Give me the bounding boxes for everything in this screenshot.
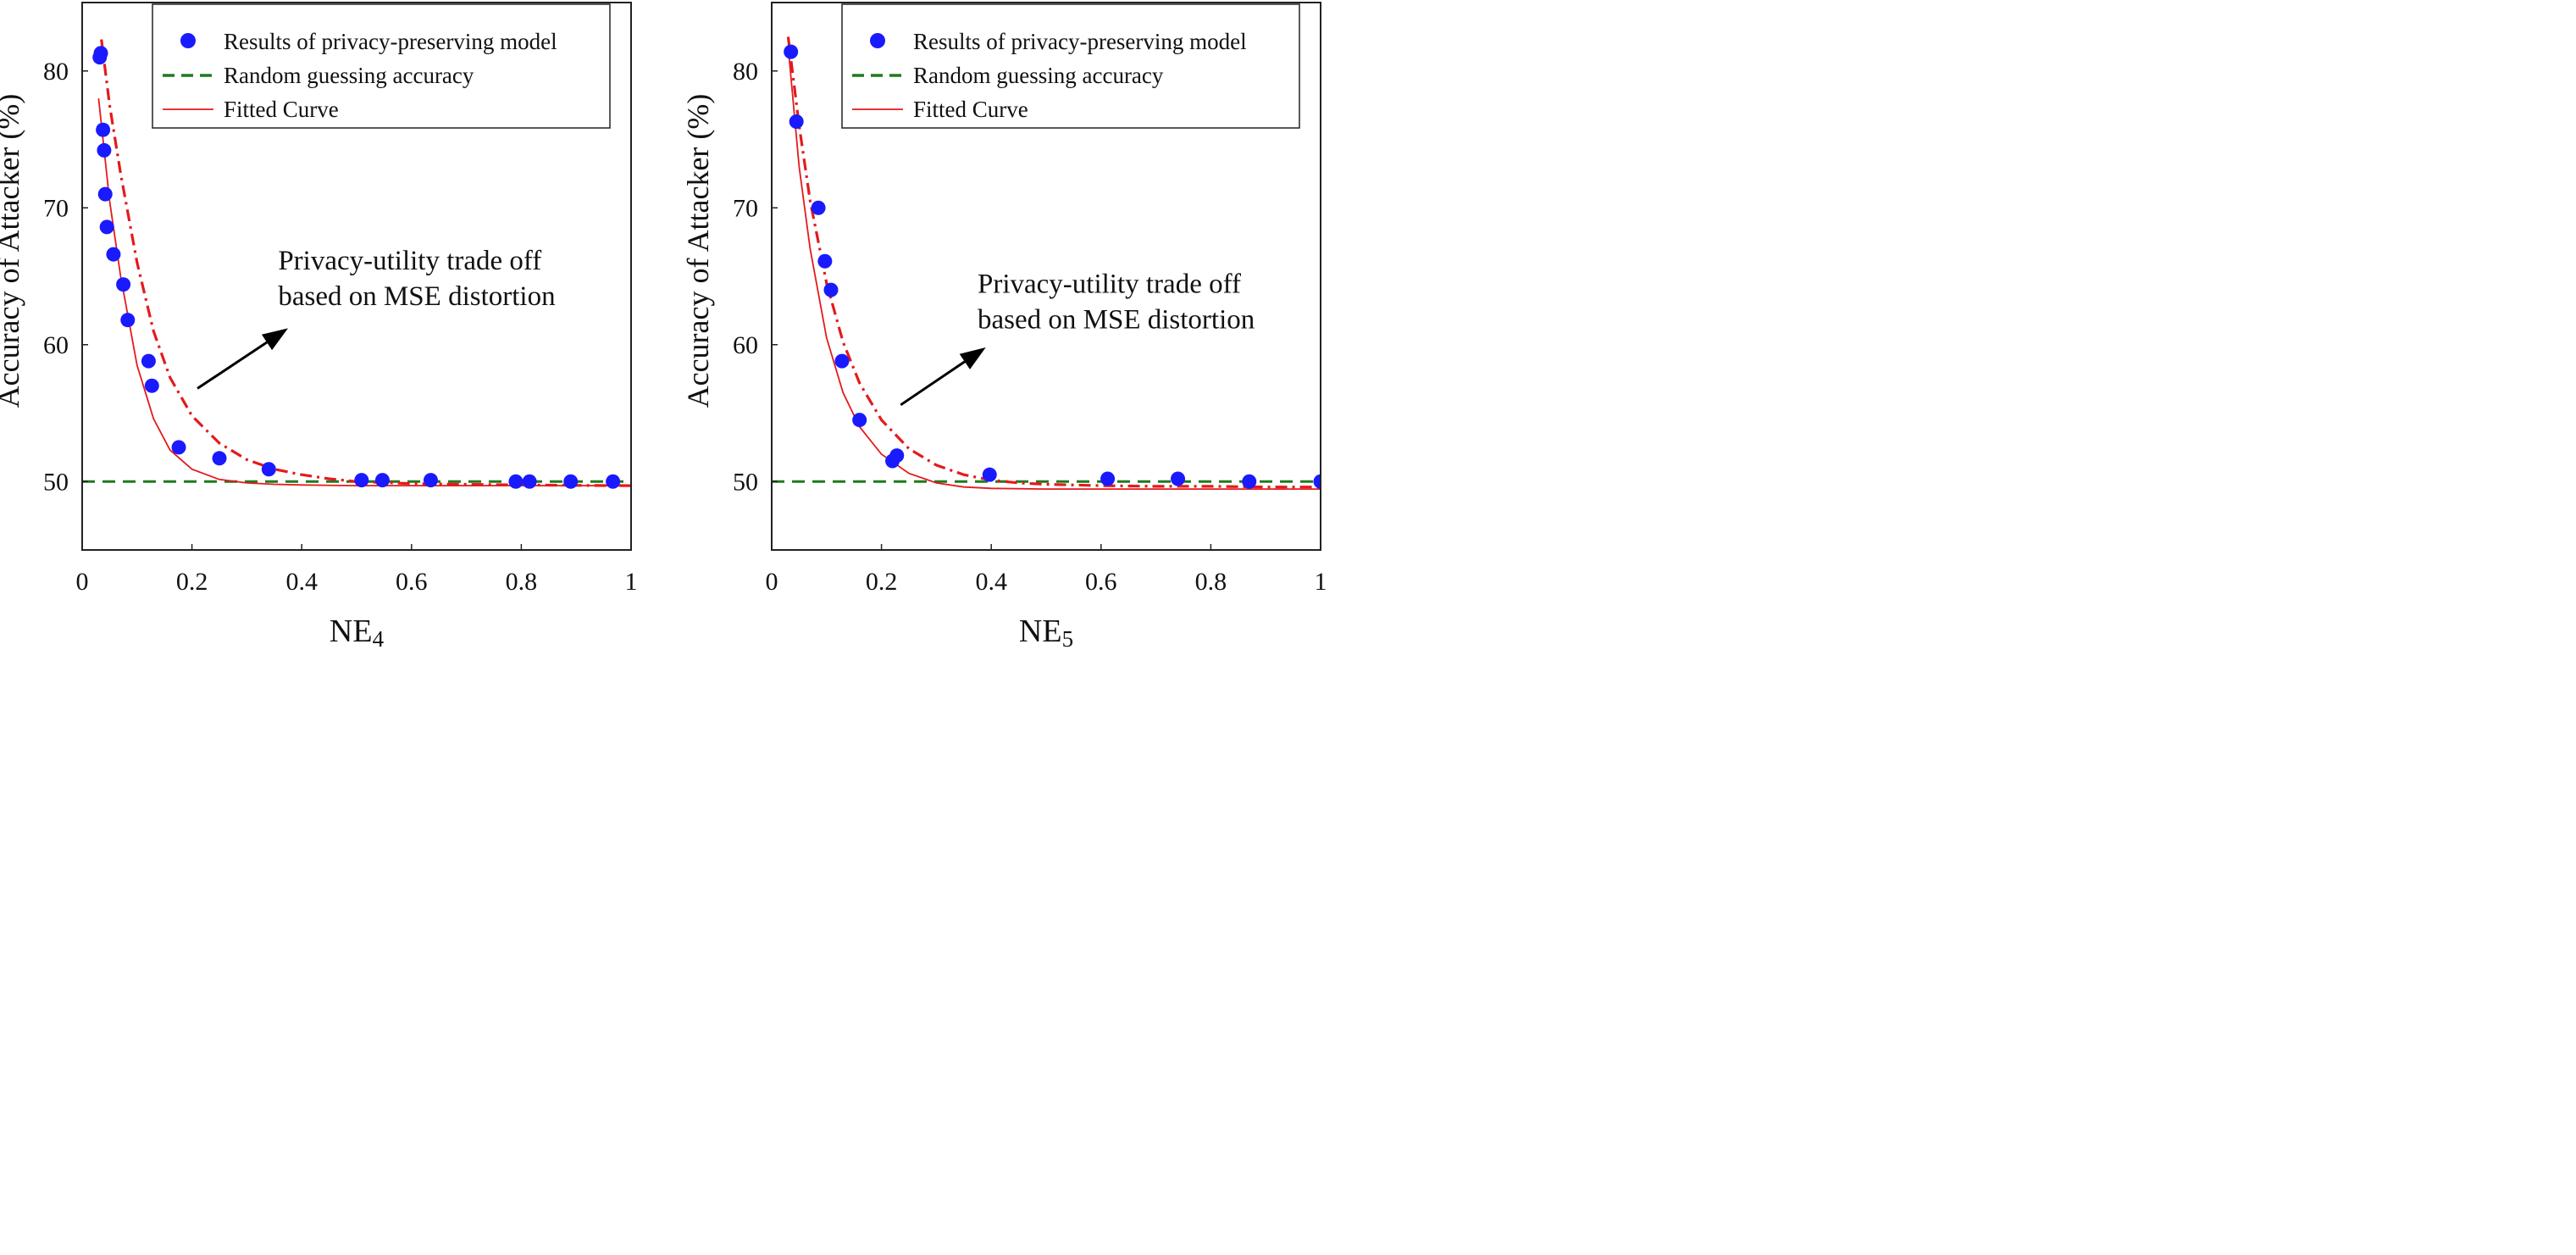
x-axis-label-main: NE <box>1019 614 1062 647</box>
legend-label: Results of privacy-preserving model <box>224 29 557 54</box>
annotation-arrow-shaft <box>197 341 268 390</box>
data-point <box>508 474 524 489</box>
annotation-text-line: Privacy-utility trade off <box>278 246 541 276</box>
data-point <box>1171 471 1186 486</box>
data-point <box>817 253 833 269</box>
legend-label: Fitted Curve <box>224 97 339 122</box>
y-tick-label: 50 <box>733 468 758 496</box>
data-point <box>99 219 114 235</box>
y-axis-label: Accuracy of Attacker (%) <box>0 94 25 408</box>
x-axis-label-subscript: 4 <box>373 626 385 647</box>
plot-area <box>772 36 1321 490</box>
chart-panel-2: 0 0.2 0.4 0.6 0.8 1 50 60 70 80 NE5 Accuracy of Att… <box>681 2 1327 647</box>
x-tick-label: 1 <box>1315 568 1327 596</box>
data-point <box>522 474 537 489</box>
x-tick-label: 0.6 <box>1085 568 1117 596</box>
data-point <box>889 448 905 464</box>
fitted-curve-dashdot <box>786 36 1321 489</box>
x-tick-label: 0.8 <box>1195 568 1227 596</box>
legend: Results of privacy-preserving model Rando… <box>152 3 611 129</box>
y-tick-label: 70 <box>43 194 69 222</box>
chart-panel-1: 0 0.2 0.4 0.6 0.8 1 50 60 70 80 NE4 Accuracy of Att… <box>0 2 638 647</box>
x-tick-label: 0.4 <box>975 568 1007 596</box>
data-point <box>823 282 839 297</box>
y-tick-label: 60 <box>733 331 758 359</box>
x-axis-label-subscript: 5 <box>1062 626 1074 647</box>
plot-area <box>82 39 631 489</box>
data-point <box>261 462 276 477</box>
x-tick-label: 0.8 <box>506 568 538 596</box>
data-point <box>1242 474 1257 489</box>
legend-marker-points <box>870 33 885 48</box>
data-point <box>606 474 621 489</box>
data-point <box>1100 471 1116 486</box>
legend: Results of privacy-preserving model Rando… <box>841 3 1300 129</box>
annotation-text-line: based on MSE distortion <box>278 281 555 312</box>
annotation-text-line: Privacy-utility trade off <box>978 269 1241 299</box>
data-point <box>144 378 159 393</box>
legend-label: Random guessing accuracy <box>224 63 474 88</box>
annotation-text-line: based on MSE distortion <box>978 304 1255 335</box>
x-axis-label-main: NE <box>330 614 373 647</box>
annotation-arrow-shaft <box>900 360 966 407</box>
annotation-arrow-head <box>261 328 288 351</box>
data-point <box>982 467 997 482</box>
data-point <box>563 474 579 489</box>
data-point <box>120 313 136 328</box>
data-point <box>116 277 131 292</box>
x-tick-label: 0 <box>76 568 89 596</box>
data-point <box>789 114 804 130</box>
legend-label: Random guessing accuracy <box>913 63 1164 88</box>
x-tick-label: 0.4 <box>285 568 318 596</box>
x-axis-label: NE5 <box>1019 614 1073 647</box>
x-tick-label: 0 <box>766 568 778 596</box>
y-tick-label: 80 <box>733 58 758 86</box>
x-axis-label: NE4 <box>330 614 385 647</box>
annotation-arrow-head <box>959 347 986 369</box>
legend-box <box>841 3 1300 129</box>
data-point <box>784 44 799 59</box>
data-point <box>834 353 850 369</box>
x-tick-label: 1 <box>625 568 638 596</box>
x-tick-label: 0.2 <box>866 568 898 596</box>
fitted-curve-solid <box>97 98 631 486</box>
y-tick-label: 60 <box>43 331 69 359</box>
data-point <box>93 46 108 61</box>
fitted-curve-solid <box>787 46 1321 490</box>
y-tick-label: 70 <box>733 194 758 222</box>
y-tick-label: 50 <box>43 468 69 496</box>
y-axis-label: Accuracy of Attacker (%) <box>681 94 715 408</box>
legend-label: Results of privacy-preserving model <box>913 29 1247 54</box>
data-point <box>171 440 186 455</box>
x-tick-label: 0.6 <box>396 568 428 596</box>
fitted-curve-dashdot <box>100 39 631 487</box>
data-point <box>374 473 390 488</box>
data-point <box>97 142 112 158</box>
data-point <box>212 451 227 466</box>
axes-frame <box>81 2 632 551</box>
x-tick-label: 0.2 <box>176 568 208 596</box>
data-point <box>106 247 121 262</box>
y-tick-label: 80 <box>43 58 69 86</box>
data-point <box>141 353 156 369</box>
data-point <box>354 473 369 488</box>
legend-marker-points <box>180 33 196 48</box>
data-point <box>1313 474 1321 489</box>
legend-label: Fitted Curve <box>913 97 1028 122</box>
data-point <box>423 473 438 488</box>
data-point <box>852 413 867 428</box>
data-point <box>811 200 826 215</box>
data-point <box>97 186 113 202</box>
axes-frame <box>771 2 1321 551</box>
legend-box <box>152 3 611 129</box>
data-point <box>96 122 111 137</box>
